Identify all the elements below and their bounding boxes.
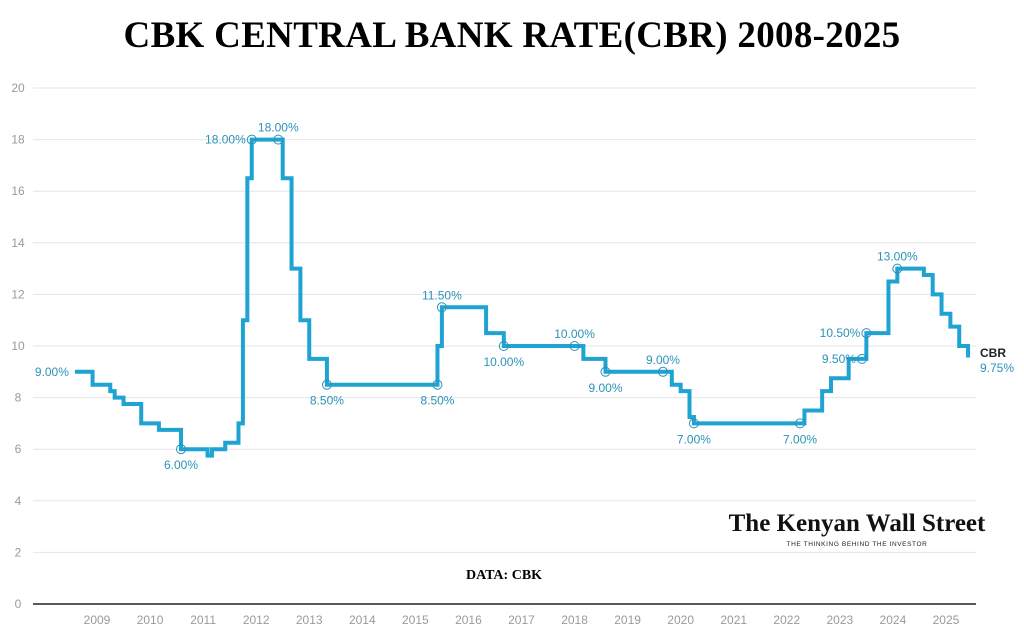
x-tick-label: 2018 bbox=[561, 613, 588, 627]
annotations: 9.00% 6.00% 18.00% 18.00% 8.50% 8.50% 11.50% 10… bbox=[35, 121, 918, 473]
y-tick-label: 10 bbox=[11, 339, 25, 353]
x-tick-label: 2010 bbox=[137, 613, 164, 627]
data-point-marker bbox=[436, 302, 447, 313]
x-tick-label: 2013 bbox=[296, 613, 323, 627]
y-tick-label: 2 bbox=[15, 545, 22, 559]
x-tick-label: 2012 bbox=[243, 613, 270, 627]
y-tick-label: 8 bbox=[15, 391, 22, 405]
series-name-label: CBR bbox=[980, 346, 1006, 360]
x-tick-label: 2020 bbox=[667, 613, 694, 627]
svg-text:THE THINKING BEHIND THE INVEST: THE THINKING BEHIND THE INVESTOR bbox=[787, 541, 928, 548]
x-tick-label: 2009 bbox=[84, 613, 111, 627]
logo: The Kenyan Wall Street THE THINKING BEHI… bbox=[729, 510, 986, 548]
x-tick-label: 2022 bbox=[773, 613, 800, 627]
data-point-marker bbox=[861, 328, 872, 339]
y-tick-label: 14 bbox=[11, 236, 25, 250]
chart-title: CBK CENTRAL BANK RATE(CBR) 2008-2025 bbox=[123, 15, 901, 56]
x-tick-label: 2016 bbox=[455, 613, 482, 627]
data-point-marker bbox=[432, 379, 443, 390]
y-axis-ticks: 0 2 4 6 8 10 12 14 16 18 20 bbox=[11, 81, 25, 611]
data-point-marker bbox=[600, 366, 611, 377]
data-label: 8.50% bbox=[420, 394, 454, 408]
data-label: 10.50% bbox=[820, 326, 861, 340]
data-point-marker bbox=[321, 379, 332, 390]
data-label: 18.00% bbox=[258, 121, 299, 135]
data-point-marker bbox=[892, 263, 903, 274]
x-tick-label: 2014 bbox=[349, 613, 376, 627]
data-label: 13.00% bbox=[877, 250, 918, 264]
data-label: 10.00% bbox=[554, 327, 595, 341]
y-tick-label: 6 bbox=[15, 442, 22, 456]
data-label: 10.00% bbox=[483, 355, 524, 369]
data-point-marker bbox=[498, 341, 509, 351]
data-label: 9.00% bbox=[646, 353, 680, 367]
data-point-marker bbox=[246, 134, 257, 145]
y-tick-label: 4 bbox=[15, 494, 22, 508]
data-label: 7.00% bbox=[783, 432, 817, 446]
gridlines bbox=[33, 87, 976, 553]
x-tick-label: 2023 bbox=[826, 613, 853, 627]
x-tick-label: 2015 bbox=[402, 613, 429, 627]
svg-text:The Kenyan Wall Street: The Kenyan Wall Street bbox=[729, 510, 986, 537]
x-tick-label: 2024 bbox=[880, 613, 907, 627]
data-label: 7.00% bbox=[677, 432, 711, 446]
data-point-marker bbox=[273, 134, 284, 145]
data-label: 8.50% bbox=[310, 394, 344, 408]
series-end-label: 9.75% bbox=[980, 361, 1014, 375]
data-label: 11.50% bbox=[422, 288, 462, 302]
x-tick-label: 2011 bbox=[190, 613, 216, 627]
y-tick-label: 16 bbox=[11, 184, 25, 198]
y-tick-label: 18 bbox=[11, 133, 25, 147]
data-point-marker bbox=[657, 366, 668, 377]
y-tick-label: 0 bbox=[15, 597, 22, 611]
y-tick-label: 12 bbox=[11, 287, 25, 301]
data-point-marker bbox=[176, 444, 187, 455]
y-tick-label: 20 bbox=[11, 81, 25, 95]
data-label: 6.00% bbox=[164, 458, 198, 472]
series-line-cbr bbox=[74, 137, 971, 458]
data-label: 9.00% bbox=[588, 381, 622, 395]
data-point-marker bbox=[795, 418, 806, 429]
data-point-marker bbox=[569, 341, 580, 351]
x-axis-ticks: 2009 2010 2011 2012 2013 2014 2015 2016 2017 2018… bbox=[84, 613, 960, 627]
data-point-marker bbox=[856, 353, 867, 364]
data-label: 18.00% bbox=[205, 133, 246, 147]
x-tick-label: 2021 bbox=[720, 613, 747, 627]
data-label: 9.00% bbox=[35, 365, 69, 379]
data-point-marker bbox=[688, 418, 699, 429]
x-tick-label: 2025 bbox=[933, 613, 960, 627]
x-tick-label: 2019 bbox=[614, 613, 641, 627]
x-tick-label: 2017 bbox=[508, 613, 535, 627]
data-source-note: DATA: CBK bbox=[466, 568, 542, 583]
data-label: 9.50% bbox=[822, 352, 856, 366]
